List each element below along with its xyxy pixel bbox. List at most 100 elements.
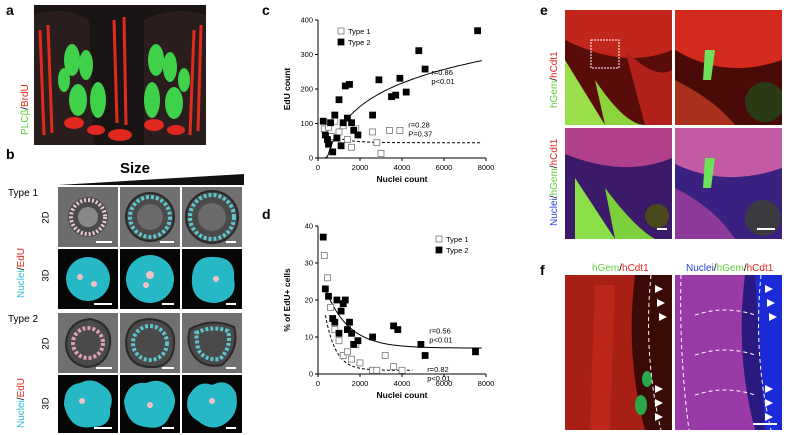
panel-e-letter: e <box>540 2 548 18</box>
stat-annotation: P=0.37 <box>408 129 432 138</box>
x-tick-label: 4000 <box>394 163 411 172</box>
data-point <box>392 91 400 99</box>
legend-marker <box>435 246 443 254</box>
data-point <box>396 74 404 82</box>
panel-e-top-right <box>675 10 782 125</box>
organoid-tile <box>58 375 118 433</box>
data-point <box>329 148 337 156</box>
data-point <box>348 355 355 363</box>
label-hgem: hGem <box>592 263 620 274</box>
y-tick-label: 30 <box>305 259 313 268</box>
organoid-tile <box>58 249 118 309</box>
y-tick-label: 300 <box>300 50 313 59</box>
data-point <box>327 304 334 311</box>
panel-d-letter: d <box>262 206 271 222</box>
organoid-tile <box>58 187 118 247</box>
data-point <box>390 363 397 371</box>
panel-a-stain-label: PLCβ/BrdU <box>20 84 31 135</box>
stain-nuclei: Nuclei <box>16 400 27 428</box>
data-point <box>396 127 404 134</box>
data-point <box>337 307 345 315</box>
organoid-tile <box>58 313 118 373</box>
data-point <box>331 111 339 119</box>
panel-e-top-left <box>565 10 672 125</box>
label-hgem: hGem <box>716 263 744 274</box>
stain-edu: EdU <box>16 377 27 398</box>
data-point <box>373 139 381 147</box>
label-hgem: hGem <box>549 168 560 196</box>
panel-b-stain-label-top: Nuclei/EdU <box>16 248 27 298</box>
x-axis-label: Nuclei count <box>376 390 427 400</box>
y-tick-label: 10 <box>305 333 313 342</box>
organoid-tile <box>120 249 180 309</box>
data-point <box>390 322 397 330</box>
size-gradient-wedge <box>58 174 244 185</box>
panel-e-bottom-right <box>675 128 782 239</box>
organoid-tile <box>120 375 180 433</box>
stat-annotation: r=0.56 <box>429 326 450 335</box>
data-point <box>402 88 410 96</box>
label-nuclei: Nuclei <box>686 263 714 274</box>
panel-a-micrograph <box>34 5 206 145</box>
organoid-tile <box>182 187 242 247</box>
y-axis-label: EdU count <box>282 68 292 111</box>
panel-c-letter: c <box>262 2 270 18</box>
data-point <box>381 352 389 359</box>
type1-label: Type 1 <box>8 188 39 199</box>
data-point <box>346 318 353 326</box>
panel-f-label-left: hGem/hCdt1 <box>592 263 649 274</box>
label-sep: / <box>619 263 623 274</box>
data-point <box>421 65 429 73</box>
organoid-tile <box>182 249 242 309</box>
x-tick-label: 2000 <box>352 163 369 172</box>
panel-e-bottom-left <box>565 128 672 239</box>
data-point <box>335 96 343 104</box>
label-sep: / <box>549 195 560 199</box>
data-point <box>344 326 351 333</box>
data-point <box>356 359 364 367</box>
type1-3d-label: 3D <box>40 269 52 282</box>
data-point <box>344 114 351 122</box>
x-tick-label: 6000 <box>436 163 453 172</box>
data-point <box>344 136 351 144</box>
panel-b-stain-label-bottom: Nuclei/EdU <box>16 378 27 428</box>
label-hcdt1: hCdt1 <box>622 263 649 274</box>
x-tick-label: 8000 <box>478 379 495 388</box>
x-axis-label: Nuclei count <box>376 174 427 184</box>
data-point <box>417 341 425 348</box>
data-point <box>335 337 343 345</box>
data-point <box>319 117 327 125</box>
stain-edu: EdU <box>16 247 27 268</box>
chart-c: 0 2000 4000 6000 8000 0 100 200 300 400 Nuclei cou… <box>282 16 494 185</box>
label-hcdt1: hCdt1 <box>549 51 560 78</box>
y-tick-label: 40 <box>305 222 313 231</box>
organoid-tile <box>120 313 180 373</box>
data-point <box>354 131 362 139</box>
y-axis-label: % of EdU+ cells <box>282 268 292 332</box>
data-point <box>331 326 339 333</box>
data-point <box>325 140 332 148</box>
x-tick-label: 0 <box>316 163 320 172</box>
stat-annotation: p<0.01 <box>427 374 450 383</box>
data-point <box>324 274 331 282</box>
y-tick-label: 0 <box>309 370 313 379</box>
type2-label: Type 2 <box>8 314 39 325</box>
label-nuclei: Nuclei <box>549 198 560 226</box>
legend-marker <box>337 27 345 35</box>
y-tick-label: 0 <box>309 154 313 163</box>
data-point <box>369 111 376 119</box>
data-point <box>354 337 362 345</box>
label-hgem: hGem <box>549 80 560 108</box>
data-point <box>375 76 383 84</box>
data-point <box>331 318 339 326</box>
data-point <box>398 366 406 374</box>
panel-f-left <box>565 275 672 430</box>
data-point <box>421 352 429 359</box>
data-point <box>348 329 355 337</box>
size-header: Size <box>120 160 151 177</box>
label-hcdt1: hCdt1 <box>746 263 774 274</box>
label-hcdt1: hCdt1 <box>549 138 560 166</box>
data-point <box>369 128 376 136</box>
x-tick-label: 6000 <box>436 379 453 388</box>
data-point <box>350 127 358 134</box>
